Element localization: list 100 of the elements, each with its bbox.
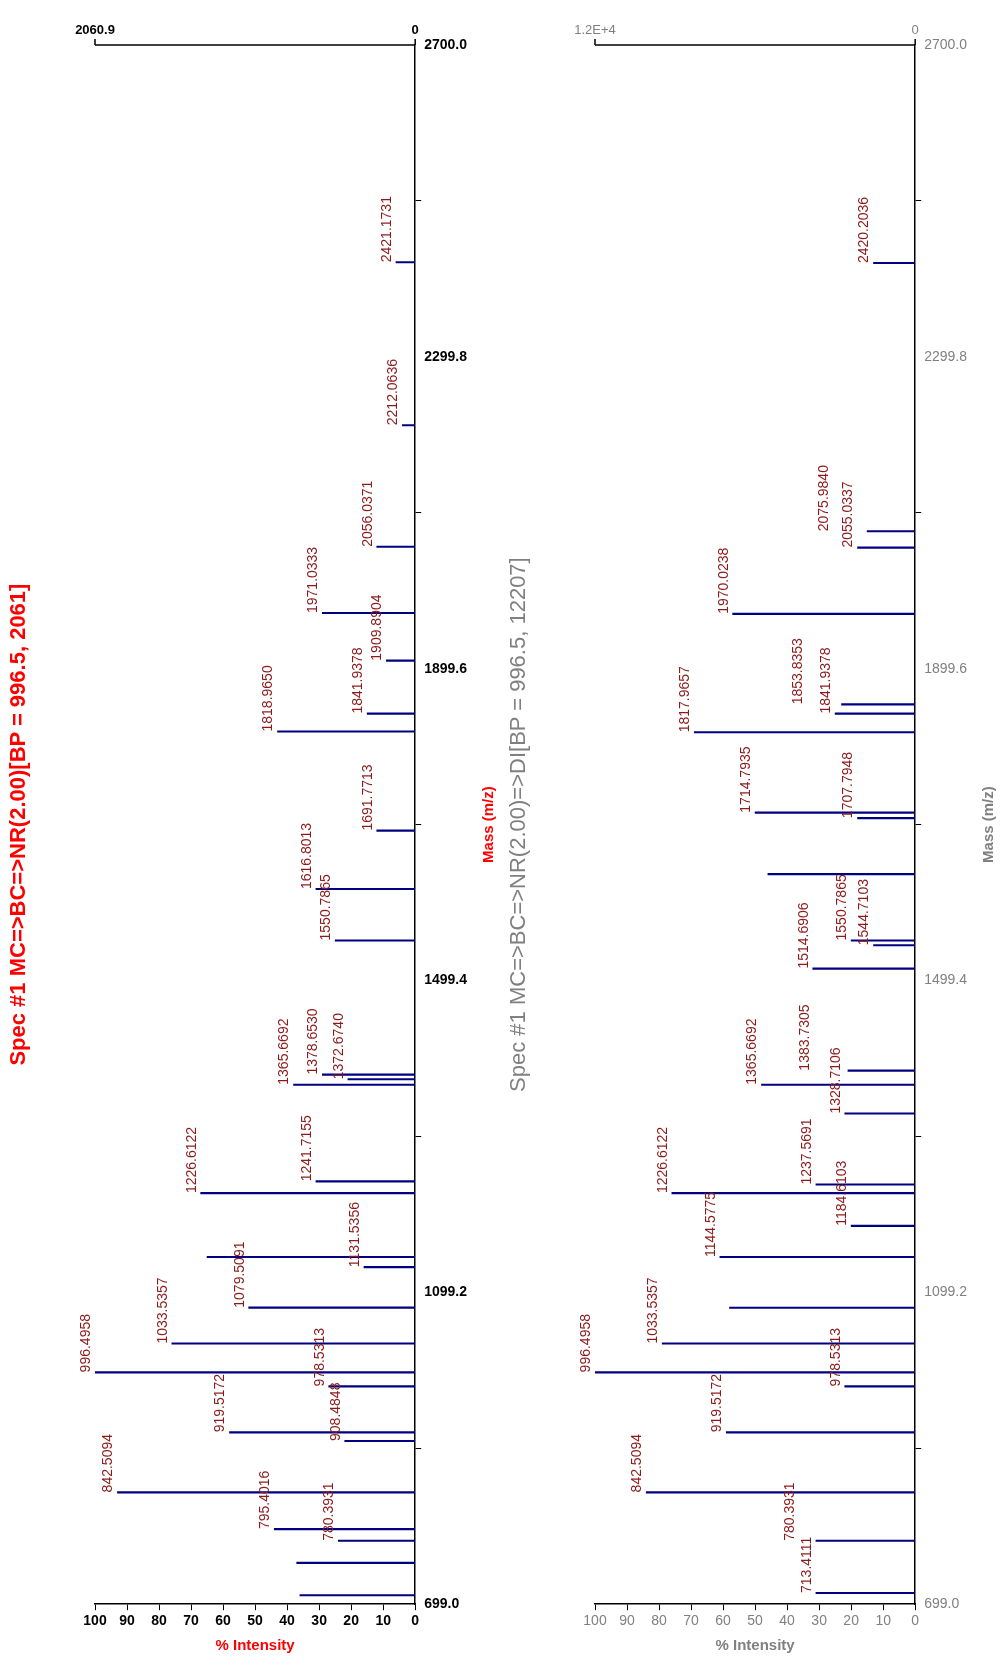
- annotation: 908.4848: [326, 1382, 343, 1441]
- bar: [277, 730, 416, 733]
- annotation: 1550.7865: [316, 874, 333, 941]
- annotation: 1544.7103: [855, 878, 872, 946]
- x-tick-label: 100: [583, 1612, 607, 1629]
- annotation: 1817.9657: [676, 665, 693, 733]
- x-tick-label: 60: [715, 1612, 732, 1629]
- annotation: 1691.7713: [358, 764, 375, 831]
- annotation: 780.3931: [780, 1482, 797, 1541]
- bar: [376, 545, 416, 548]
- x-tick-label: 40: [279, 1612, 296, 1629]
- y-tick-label: 1899.6: [924, 659, 968, 676]
- annotation: 2212.0636: [384, 358, 401, 426]
- bar: [847, 1069, 916, 1072]
- x-tick-label: 40: [779, 1612, 796, 1629]
- bar: [732, 612, 916, 615]
- bar: [729, 1306, 916, 1309]
- x-tick-label: 30: [811, 1612, 828, 1629]
- bar: [844, 1385, 916, 1388]
- annotation: 1131.5356: [345, 1201, 362, 1268]
- bar: [366, 712, 416, 715]
- annotation: 1970.0238: [714, 547, 731, 614]
- bar: [857, 817, 916, 820]
- y-tick-label: 699.0: [924, 1595, 960, 1612]
- bar: [725, 1431, 916, 1434]
- x-tick-label: 50: [247, 1612, 264, 1629]
- y-tick-label: 699.0: [424, 1595, 460, 1612]
- x-tick-label: 70: [683, 1612, 700, 1629]
- annotation: 2075.9840: [815, 464, 832, 532]
- x-axis-title: % Intensity: [215, 1636, 296, 1654]
- annotation: 919.5172: [211, 1373, 228, 1433]
- bar: [815, 1591, 916, 1595]
- annotation: 996.4958: [576, 1313, 593, 1373]
- x-tick-label: 0: [411, 1612, 420, 1629]
- y-axis-title: Mass (m/z): [478, 786, 496, 863]
- annotation: 2421.1731: [377, 195, 394, 263]
- x-tick-label: 90: [619, 1612, 636, 1629]
- y-tick-label: 2299.8: [424, 347, 468, 364]
- y-tick-label: 2700.0: [424, 35, 468, 52]
- annotation: 842.5094: [99, 1433, 116, 1493]
- annotation: 1707.7948: [839, 751, 856, 819]
- x-tick-label: 20: [343, 1612, 360, 1629]
- annotation: 1365.6692: [275, 1018, 292, 1085]
- bar: [386, 659, 416, 662]
- bar: [347, 1078, 416, 1081]
- annotation: 1616.8013: [297, 822, 314, 890]
- bar: [841, 703, 916, 706]
- text: Spec #1 MC=>BC=>NR(2.00)=>DI[BP = 996.5, 12207]: [505, 557, 531, 1092]
- annotation: 1237.5691: [797, 1118, 814, 1185]
- x-tick-label: 80: [651, 1612, 668, 1629]
- annotation: 1372.6740: [329, 1012, 346, 1080]
- bar: [296, 1561, 416, 1564]
- x-tick-label: 10: [375, 1612, 392, 1629]
- x-tick-label: 30: [311, 1612, 328, 1629]
- annotation: 978.5313: [310, 1327, 327, 1387]
- x-tick-label: 60: [215, 1612, 232, 1629]
- x-tick-label: 50: [747, 1612, 764, 1629]
- annotation: 1033.5357: [644, 1277, 661, 1344]
- y-axis-title: Mass (m/z): [978, 786, 996, 863]
- annotation: 795.4016: [256, 1470, 273, 1530]
- annotation: 2420.2036: [855, 196, 872, 264]
- bar: [857, 546, 916, 549]
- y-tick-label: 1499.4: [424, 971, 468, 988]
- bar: [315, 1180, 416, 1183]
- x-tick-label: 100: [83, 1612, 107, 1629]
- annotation: 1818.9650: [259, 665, 276, 732]
- bar: [293, 1083, 416, 1086]
- annotation: 1853.8353: [789, 637, 806, 705]
- bar: [248, 1306, 416, 1309]
- annotation: 919.5172: [708, 1373, 725, 1433]
- bar: [334, 939, 416, 942]
- annotation: 1226.6122: [653, 1126, 670, 1194]
- annotation: 1365.6692: [743, 1018, 760, 1085]
- bar: [850, 1224, 916, 1227]
- x2-tick-label: 0: [411, 22, 419, 38]
- annotation: 1378.6530: [304, 1008, 321, 1075]
- x-tick-label: 70: [183, 1612, 200, 1629]
- x-tick-label: 0: [911, 1612, 920, 1629]
- bar: [200, 1192, 416, 1195]
- annotation: 1328.7106: [826, 1047, 843, 1114]
- bar: [815, 1539, 916, 1542]
- x-tick-label: 90: [119, 1612, 136, 1629]
- bar: [873, 261, 916, 265]
- bar: [834, 712, 916, 715]
- annotation: 1514.6906: [794, 902, 811, 969]
- annotation: 842.5094: [628, 1433, 645, 1493]
- x-tick-label: 80: [151, 1612, 168, 1629]
- annotation: 1550.7865: [833, 874, 849, 941]
- annotation: 1841.9378: [816, 647, 833, 714]
- bar: [376, 829, 416, 832]
- y-tick-label: 1899.6: [424, 659, 468, 676]
- y-tick-label: 1099.2: [424, 1283, 468, 1300]
- annotation: 1383.7305: [795, 1004, 812, 1071]
- bar: [344, 1439, 416, 1443]
- bar: [844, 1112, 916, 1115]
- annotation: 780.3931: [320, 1482, 337, 1541]
- bar: [767, 873, 916, 876]
- bar: [363, 1266, 416, 1269]
- y-tick-label: 1499.4: [924, 971, 968, 988]
- text: Spec #1 MC=>BC=>NR(2.00)[BP = 996.5, 2061]: [5, 583, 31, 1066]
